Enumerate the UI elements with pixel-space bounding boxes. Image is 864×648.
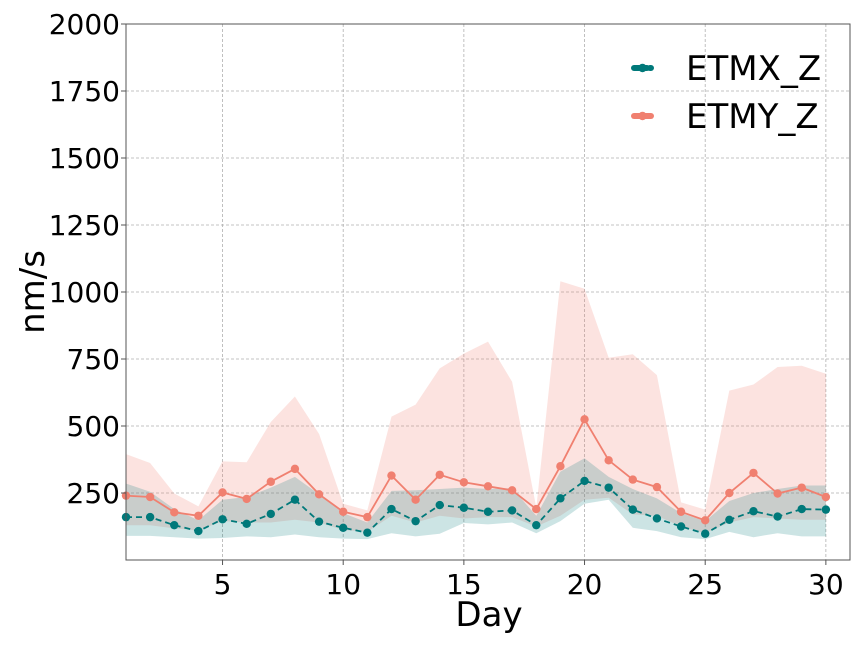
point-etmy-z <box>459 478 469 487</box>
point-etmy-z <box>725 488 734 498</box>
point-etmx-z <box>435 500 444 510</box>
point-etmy-z <box>170 508 179 517</box>
y-ticks: 250 500 750 1000 1250 1500 1750 2000 <box>49 8 126 510</box>
point-etmy-z <box>652 482 662 492</box>
point-etmy-z <box>556 462 565 471</box>
point-etmx-z <box>363 528 372 537</box>
y-tick-label: 2000 <box>49 8 120 41</box>
x-tick-label: 5 <box>214 568 232 601</box>
point-etmx-z <box>532 520 541 530</box>
x-tick-label: 25 <box>687 568 723 601</box>
point-etmx-z <box>459 503 469 512</box>
point-etmy-z <box>411 495 420 504</box>
point-etmy-z <box>194 511 203 520</box>
bands <box>126 281 826 540</box>
legend-marker <box>638 111 647 121</box>
point-etmy-z <box>701 516 710 525</box>
point-etmy-z <box>580 415 589 424</box>
point-etmx-z <box>218 515 227 524</box>
point-etmy-z <box>339 507 348 516</box>
point-etmx-z <box>797 504 806 514</box>
y-tick-label: 1000 <box>49 276 120 309</box>
point-etmy-z <box>314 490 324 499</box>
point-etmx-z <box>387 504 396 514</box>
point-etmx-z <box>339 523 348 533</box>
point-etmx-z <box>290 495 300 504</box>
point-etmy-z <box>797 483 806 492</box>
point-etmx-z <box>145 512 155 522</box>
point-etmx-z <box>676 522 686 531</box>
point-etmy-z <box>387 471 396 480</box>
legend-marker <box>638 63 647 73</box>
point-etmy-z <box>628 475 637 484</box>
point-etmy-z <box>532 504 541 514</box>
point-etmy-z <box>218 488 227 497</box>
legend-label: ETMX_Z <box>686 49 821 89</box>
point-etmy-z <box>242 494 251 504</box>
y-tick-label: 750 <box>67 343 120 376</box>
band-etmy-z <box>126 281 826 534</box>
x-tick-label: 15 <box>446 568 482 601</box>
x-tick-label: 10 <box>325 568 361 601</box>
point-etmx-z <box>652 514 662 523</box>
point-etmx-z <box>556 494 565 503</box>
point-etmy-z <box>483 482 493 491</box>
legend: ETMX_Z ETMY_Z <box>631 49 821 137</box>
band-etmx-z <box>126 458 826 540</box>
point-etmx-z <box>725 515 734 524</box>
point-etmx-z <box>170 520 179 530</box>
point-etmx-z <box>507 506 517 515</box>
series-markers <box>121 415 831 538</box>
point-etmy-z <box>676 507 686 516</box>
point-etmx-z <box>773 512 782 521</box>
y-tick-label: 500 <box>67 410 120 443</box>
point-etmx-z <box>242 519 251 529</box>
point-etmy-z <box>821 492 831 502</box>
point-etmy-z <box>749 468 758 478</box>
point-etmy-z <box>363 512 372 522</box>
point-etmx-z <box>604 483 613 492</box>
point-etmy-z <box>266 477 275 486</box>
point-etmx-z <box>628 505 637 514</box>
point-etmx-z <box>314 517 324 526</box>
point-etmx-z <box>821 505 831 514</box>
point-etmx-z <box>701 529 710 538</box>
y-tick-label: 250 <box>67 477 120 510</box>
point-etmy-z <box>145 492 155 502</box>
point-etmx-z <box>749 507 758 516</box>
y-tick-label: 1500 <box>49 142 120 175</box>
y-tick-label: 1250 <box>49 209 120 242</box>
y-axis-label: nm/s <box>13 250 53 334</box>
point-etmx-z <box>266 509 275 519</box>
point-etmx-z <box>194 526 203 536</box>
x-tick-label: 30 <box>808 568 844 601</box>
point-etmy-z <box>507 486 517 495</box>
point-etmy-z <box>435 470 444 479</box>
point-etmx-z <box>483 507 493 516</box>
point-etmx-z <box>580 476 589 486</box>
x-ticks: 5 10 15 20 25 30 <box>214 560 844 601</box>
point-etmy-z <box>773 489 782 498</box>
x-tick-label: 20 <box>567 568 603 601</box>
y-tick-label: 1750 <box>49 75 120 108</box>
legend-label: ETMY_Z <box>686 97 819 137</box>
point-etmy-z <box>290 464 300 474</box>
point-etmy-z <box>604 456 613 465</box>
x-axis-label: Day <box>455 595 522 635</box>
point-etmx-z <box>411 516 420 526</box>
